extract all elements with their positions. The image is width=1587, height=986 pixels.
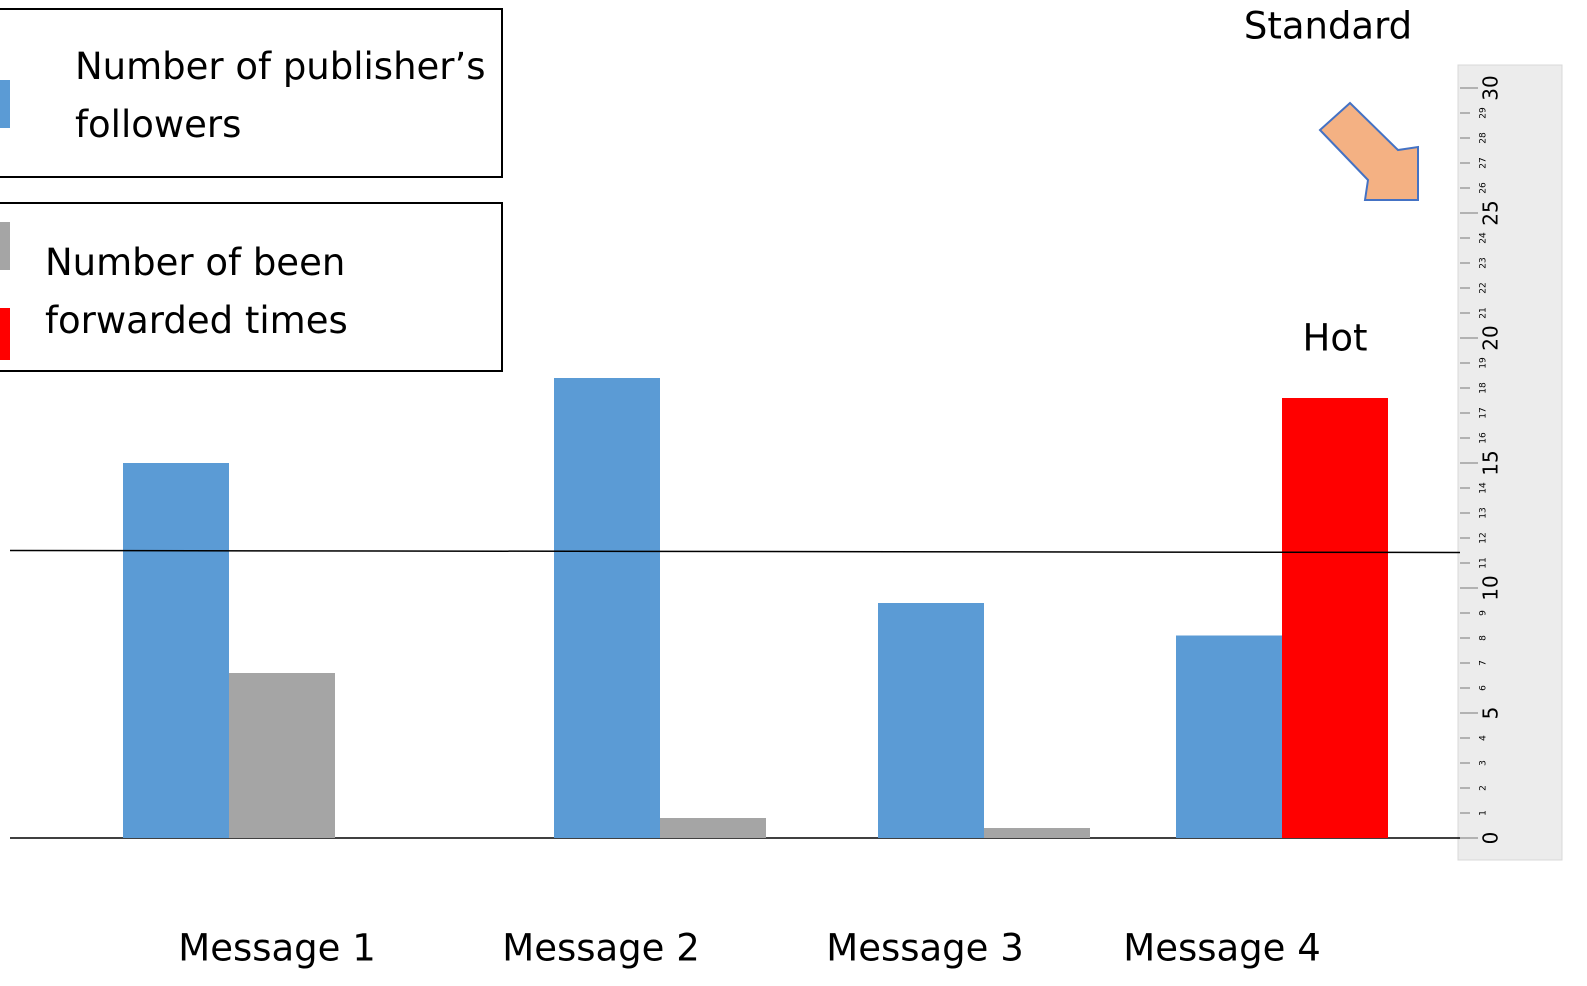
ruler-label: 4 [1479,735,1489,741]
bar [229,673,335,838]
bar [878,603,984,838]
ruler-label: 28 [1479,132,1489,144]
ruler-label: 5 [1479,707,1503,720]
legend-label: Number of been forwarded times [45,241,348,342]
ruler-label: 14 [1479,482,1489,494]
ruler-label: 1 [1479,810,1489,816]
arrow [1318,101,1419,201]
ruler-label: 8 [1479,635,1489,641]
standard-line [9,549,1461,554]
ruler-label: 25 [1479,200,1503,225]
ruler-label: 30 [1479,75,1503,100]
ruler-label: 6 [1479,685,1489,691]
bar [123,463,229,838]
legend-swatch [0,222,10,270]
ruler-label: 7 [1479,660,1489,666]
bar [554,378,660,838]
ruler-label: 0 [1479,832,1503,845]
legend-swatch [0,308,10,360]
ruler-label: 15 [1479,450,1503,475]
legend-swatch [0,80,10,128]
legend-forwarded: Number of been forwarded times [0,202,503,372]
ruler-label: 13 [1479,507,1489,518]
ruler-label: 2 [1479,785,1489,791]
x-tick-label: Message 1 [178,927,375,970]
ruler-label: 22 [1479,282,1489,293]
x-tick-label: Message 4 [1123,927,1320,970]
ruler-label: 18 [1479,382,1489,394]
bar [660,818,766,838]
ruler-label: 11 [1479,557,1489,568]
bar [984,828,1090,838]
ruler-label: 16 [1479,432,1489,444]
ruler-label: 26 [1479,182,1489,194]
ruler-label: 12 [1479,532,1489,543]
x-tick-label: Message 3 [826,927,1023,970]
ruler-label: 29 [1479,107,1489,119]
hot-label: Hot [1303,317,1368,360]
ruler-label: 21 [1479,307,1489,318]
legend-followers: Number of publisher’s followers [0,8,503,178]
ruler-label: 10 [1479,575,1503,600]
bar [1282,398,1388,838]
ruler-label: 27 [1479,157,1489,168]
x-tick-label: Message 2 [502,927,699,970]
ruler-label: 9 [1479,610,1489,616]
standard-label: Standard [1244,5,1412,48]
ruler-label: 24 [1479,232,1489,244]
ruler-label: 19 [1479,357,1489,369]
ruler-label: 23 [1479,257,1489,268]
ruler-label: 17 [1479,407,1489,418]
legend-label: Number of publisher’s followers [75,45,486,146]
ruler-label: 20 [1479,325,1503,350]
bar [1176,635,1282,838]
ruler-label: 3 [1479,760,1489,766]
